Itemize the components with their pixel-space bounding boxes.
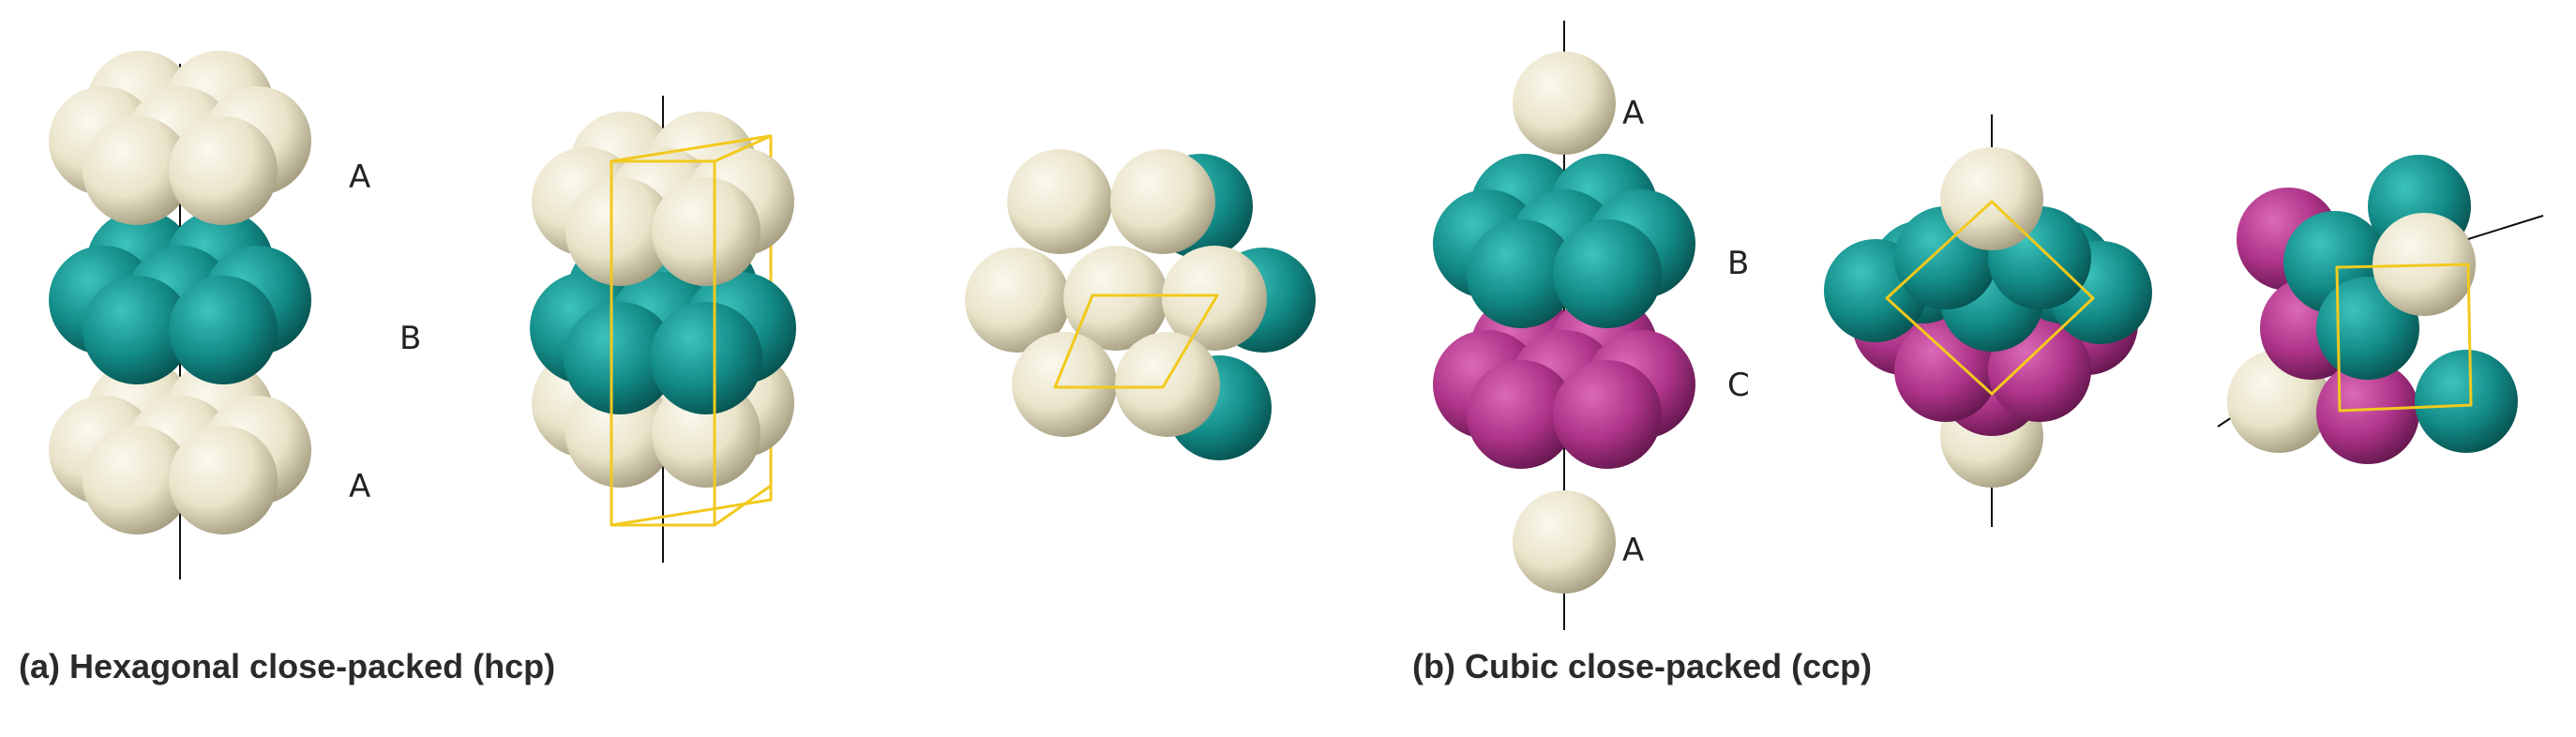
cream-atom [1513,490,1616,594]
unit-cell-top [610,134,773,163]
teal-atom [169,276,278,384]
teal-atom [1553,219,1662,328]
caption-hcp: (a) Hexagonal close-packed (hcp) [19,647,556,685]
cream-atom [565,177,674,286]
layer-label: B [1727,245,1749,282]
layer-label: A [1622,95,1644,132]
cream-atom [83,116,191,225]
magenta-atom [1553,360,1662,469]
cream-atom [1063,246,1168,351]
cream-atom [965,248,1070,353]
magenta-atom [1467,360,1575,469]
unit-cell-square [2335,263,2473,413]
teal-atom [564,302,676,414]
cream-atom [169,116,278,225]
teal-atom [2415,350,2518,453]
axis-line [2467,215,2544,240]
layer-label: C [1727,367,1750,404]
cream-atom [652,177,761,286]
layer-label: A [349,158,370,196]
layer-label: B [399,320,421,357]
teal-atom [1467,219,1575,328]
teal-atom [650,302,762,414]
unit-cell-diamond [1885,200,2095,396]
cream-atom [1513,52,1616,155]
magenta-atom [2316,361,2419,464]
layer-label: A [349,468,370,505]
teal-atom [83,276,191,384]
caption-ccp: (b) Cubic close-packed (ccp) [1412,647,1873,685]
cream-atom [1110,149,1215,254]
layer-label: A [1622,532,1644,569]
cream-atom [1007,149,1112,254]
cream-atom [169,426,278,534]
cream-atom [1012,332,1117,437]
unit-cell-bottom [610,484,773,527]
cream-atom [1115,332,1220,437]
cream-atom [83,426,191,534]
unit-cell-rhombus [1053,293,1219,389]
